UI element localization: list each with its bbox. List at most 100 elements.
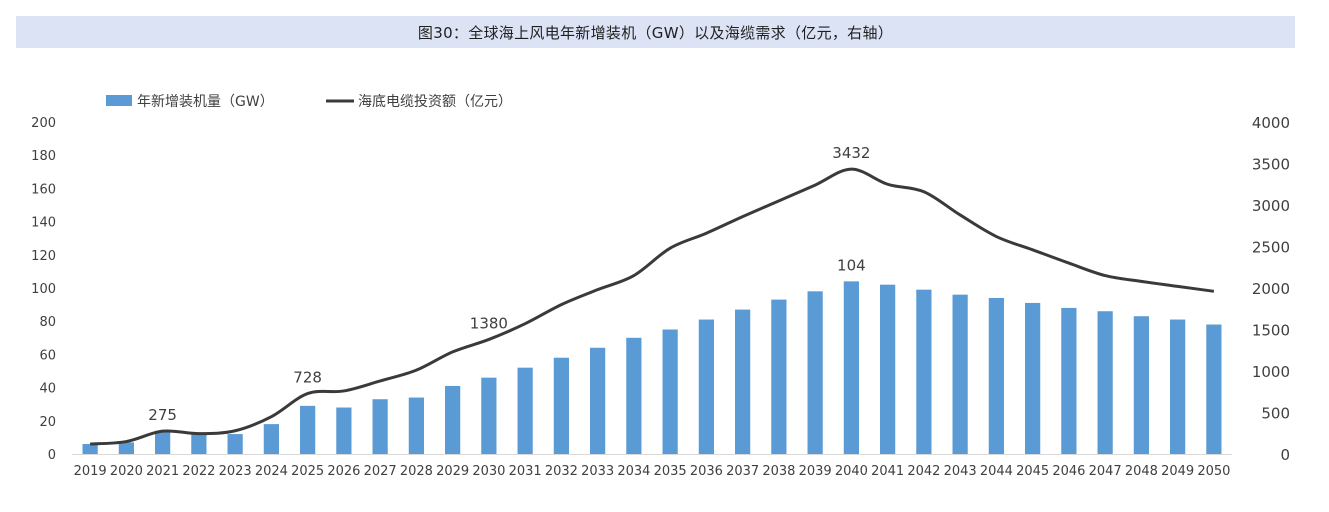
bar [1170, 320, 1185, 454]
x-tick-label: 2022 [182, 464, 215, 479]
x-tick-label: 2043 [944, 464, 977, 479]
data-label: 275 [148, 406, 177, 424]
bar [228, 434, 243, 454]
bar [663, 330, 678, 455]
line-series [90, 169, 1214, 444]
x-tick-label: 2038 [762, 464, 795, 479]
legend-line-label: 海底电缆投资额（亿元） [358, 94, 512, 110]
x-tick-label: 2035 [654, 464, 687, 479]
bar [1206, 325, 1221, 454]
left-tick-label: 60 [39, 348, 56, 363]
bar [1134, 316, 1149, 454]
left-tick-label: 40 [39, 382, 56, 397]
right-tick-label: 3500 [1252, 156, 1290, 174]
data-label: 104 [837, 256, 866, 274]
bar [989, 298, 1004, 454]
left-tick-label: 80 [39, 315, 56, 330]
right-tick-label: 500 [1261, 405, 1290, 423]
bar [300, 406, 315, 454]
x-tick-label: 2049 [1161, 464, 1194, 479]
left-tick-label: 160 [31, 182, 56, 197]
line-path [90, 169, 1214, 444]
x-tick-label: 2025 [291, 464, 324, 479]
bar [191, 434, 206, 454]
x-tick-label: 2026 [327, 464, 360, 479]
bar [916, 290, 931, 454]
right-tick-label: 3000 [1252, 197, 1290, 215]
bar [409, 398, 424, 454]
bar [119, 442, 134, 454]
x-tick-label: 2028 [400, 464, 433, 479]
left-tick-label: 100 [31, 282, 56, 297]
data-label: 728 [293, 369, 322, 387]
left-tick-label: 180 [31, 149, 56, 164]
left-tick-label: 120 [31, 249, 56, 264]
x-tick-label: 2029 [436, 464, 469, 479]
x-tick-label: 2036 [690, 464, 723, 479]
x-tick-label: 2032 [545, 464, 578, 479]
x-tick-label: 2034 [617, 464, 650, 479]
bar-series [83, 281, 1222, 454]
bar [1025, 303, 1040, 454]
bar [373, 399, 388, 454]
left-tick-label: 140 [31, 216, 56, 231]
right-tick-label: 1500 [1252, 322, 1290, 340]
x-tick-label: 2046 [1052, 464, 1085, 479]
bar [481, 378, 496, 454]
x-tick-label: 2023 [219, 464, 252, 479]
x-tick-label: 2030 [472, 464, 505, 479]
bar [554, 358, 569, 454]
bar [1061, 308, 1076, 454]
left-axis: 0 20 40 60 80 100 120 140 160 180 200 [31, 116, 56, 463]
right-tick-label: 0 [1280, 446, 1290, 464]
bar [445, 386, 460, 454]
right-tick-label: 2500 [1252, 239, 1290, 257]
x-tick-label: 2047 [1089, 464, 1122, 479]
bar [1098, 311, 1113, 454]
bar [590, 348, 605, 454]
x-tick-label: 2048 [1125, 464, 1158, 479]
legend: 年新增装机量（GW） 海底电缆投资额（亿元） [106, 94, 512, 110]
x-tick-label: 2021 [146, 464, 179, 479]
bar [880, 285, 895, 454]
legend-bar-label: 年新增装机量（GW） [137, 94, 274, 110]
left-tick-label: 0 [48, 448, 56, 463]
x-tick-label: 2039 [799, 464, 832, 479]
data-label: 3432 [832, 144, 870, 162]
bar [771, 300, 786, 454]
x-tick-label: 2037 [726, 464, 759, 479]
right-axis: 0 500 1000 1500 2000 2500 3000 3500 4000 [1252, 114, 1290, 464]
x-tick-label: 2024 [255, 464, 288, 479]
x-tick-label: 2041 [871, 464, 904, 479]
legend-bar-swatch [106, 95, 132, 106]
right-tick-label: 2000 [1252, 280, 1290, 298]
x-tick-label: 2027 [364, 464, 397, 479]
x-tick-label: 2050 [1197, 464, 1230, 479]
data-label: 1380 [470, 314, 508, 332]
x-tick-label: 2045 [1016, 464, 1049, 479]
bar [155, 431, 170, 454]
left-tick-label: 20 [39, 415, 56, 430]
right-tick-label: 4000 [1252, 114, 1290, 132]
x-tick-label: 2040 [835, 464, 868, 479]
x-tick-label: 2042 [907, 464, 940, 479]
bar [518, 368, 533, 454]
left-tick-label: 200 [31, 116, 56, 131]
x-tick-label: 2020 [110, 464, 143, 479]
bar [264, 424, 279, 454]
bar [808, 291, 823, 454]
bar [844, 281, 859, 454]
right-tick-label: 1000 [1252, 363, 1290, 381]
x-tick-label: 2031 [509, 464, 542, 479]
annotations: 275 728 1380 3432 104 [148, 144, 870, 424]
x-tick-label: 2033 [581, 464, 614, 479]
bar [626, 338, 641, 454]
bar [735, 310, 750, 454]
bar [699, 320, 714, 454]
x-tick-label: 2019 [74, 464, 107, 479]
bar [83, 444, 98, 454]
x-tick-label: 2044 [980, 464, 1013, 479]
bar [336, 408, 351, 454]
